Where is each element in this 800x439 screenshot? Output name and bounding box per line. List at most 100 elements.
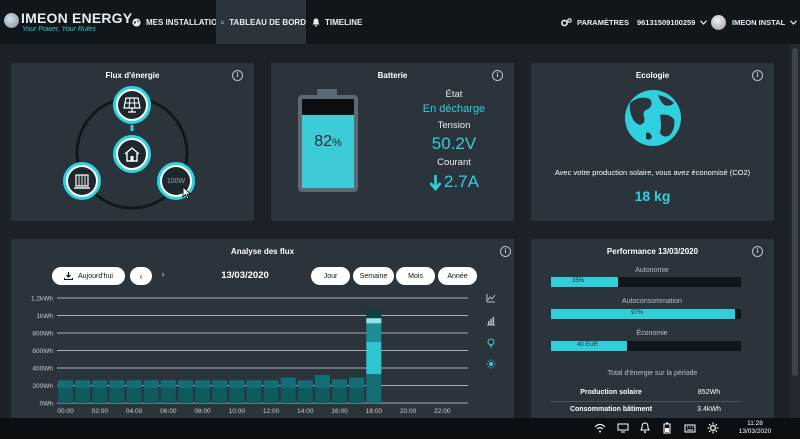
chart-bar: [366, 318, 382, 324]
chart-bar: [366, 374, 382, 403]
inverter-node[interactable]: [63, 162, 101, 200]
chart-bar: [332, 388, 348, 403]
chart-bar: [92, 388, 108, 403]
autonomy-label: Autonomie: [635, 267, 669, 274]
battery-cap: [317, 89, 337, 96]
energy-row-value: 852Wh: [697, 389, 721, 396]
x-tick-label: 10:00: [229, 408, 246, 415]
grid-node[interactable]: 100W: [157, 162, 195, 200]
info-icon[interactable]: i: [492, 70, 503, 81]
wifi-icon[interactable]: [594, 423, 606, 433]
chart-bar: [75, 380, 91, 389]
chart-bar: [297, 388, 313, 403]
ecology-panel: Ecologie i Avec votre production solaire…: [531, 63, 774, 221]
savings-value: 40 EUR: [577, 342, 599, 348]
chart-bar: [263, 388, 279, 403]
user-menu[interactable]: IMEON INSTAL: [711, 0, 798, 44]
inverter-icon: [74, 174, 90, 189]
self-consumption-label: Autoconsommation: [622, 298, 682, 305]
chevron-right-icon: ›: [161, 269, 165, 279]
settings-label: PARAMÈTRES: [577, 17, 629, 27]
divider: [551, 401, 741, 402]
chevron-down-icon: [790, 19, 798, 25]
system-clock[interactable]: 11:28 13/03/2020: [730, 420, 780, 436]
gears-icon: [561, 17, 572, 26]
x-tick-label: 12:00: [263, 408, 280, 415]
chart-bar: [246, 380, 262, 389]
nav-timeline[interactable]: TIMELINE: [306, 0, 368, 44]
display-icon[interactable]: [617, 423, 629, 433]
bar-chart-icon[interactable]: [486, 316, 496, 326]
panel-title: Analyse des flux: [230, 247, 295, 256]
chart-bar: [58, 388, 74, 403]
current-label: Courant: [437, 157, 471, 168]
energy-row-label: Production solaire: [580, 389, 642, 396]
autonomy-value: 35%: [572, 278, 585, 284]
period-annee-button[interactable]: Année: [438, 267, 477, 285]
next-date-button[interactable]: ›: [156, 269, 170, 279]
savings-label: Économie: [636, 330, 668, 337]
scrollbar-thumb[interactable]: [792, 48, 798, 376]
line-chart-icon[interactable]: [486, 293, 496, 303]
battery-percent: 82%: [298, 133, 358, 151]
nav-mes-installations[interactable]: MES INSTALLATIONS: [124, 0, 236, 44]
top-navigation-bar: IMEON ENERGY Your Power, Your Rules MES …: [0, 0, 800, 44]
chart-bar: [195, 380, 211, 389]
x-tick-label: 16:00: [331, 408, 348, 415]
settings-menu[interactable]: PARAMÈTRES 96131509100259: [561, 0, 708, 44]
settings-gear-icon[interactable]: [707, 422, 719, 434]
chart-bar: [314, 375, 330, 389]
y-tick-label: 1kWh: [36, 313, 53, 320]
solar-panel-node[interactable]: [113, 86, 151, 124]
nav-label: TIMELINE: [325, 17, 363, 27]
state-value: En décharge: [422, 103, 486, 115]
energy-flow-bar-chart: 0Wh 200Wh 400Wh 600Wh 800Wh 1kWh 1.2kWh 00:00 02…: [31, 296, 468, 415]
chart-bar: [160, 388, 176, 403]
x-tick-label: 06:00: [160, 408, 177, 415]
solar-panel-icon: [123, 97, 141, 113]
savings-bar-fill: [551, 341, 627, 351]
sun-icon[interactable]: [486, 359, 496, 369]
info-icon[interactable]: i: [752, 246, 763, 257]
info-icon[interactable]: i: [500, 246, 511, 257]
x-tick-label: 20:00: [400, 408, 417, 415]
chart-bar: [229, 388, 245, 403]
imeon-logo[interactable]: IMEON ENERGY Your Power, Your Rules: [4, 8, 132, 36]
ecology-description: Avec votre production solaire, vous avez…: [554, 168, 751, 177]
x-tick-label: 00:00: [57, 408, 74, 415]
notification-bell-icon[interactable]: [640, 422, 650, 434]
previous-date-button[interactable]: ‹: [130, 267, 152, 285]
page-scrollbar[interactable]: [790, 44, 800, 418]
chart-bar: [366, 309, 382, 319]
clock-time: 11:28: [747, 420, 763, 427]
x-tick-label: 04:00: [126, 408, 143, 415]
grid-power-value: 100W: [166, 177, 186, 185]
chart-bar: [263, 380, 279, 389]
x-tick-label: 02:00: [92, 408, 109, 415]
current-value-row: 2.7A: [399, 172, 509, 192]
house-node[interactable]: [113, 135, 151, 173]
battery-percent-number: 82: [314, 133, 332, 150]
avatar: [711, 14, 726, 30]
chart-bar: [280, 388, 296, 403]
period-label: Année: [447, 272, 468, 280]
keyboard-icon[interactable]: [684, 422, 696, 434]
nav-label: TABLEAU DE BORD: [229, 17, 306, 27]
info-icon[interactable]: i: [232, 70, 243, 81]
period-mois-button[interactable]: Mois: [396, 267, 435, 285]
table-row: Production solaire 852Wh: [551, 386, 741, 400]
period-semaine-button[interactable]: Semaine: [353, 267, 394, 285]
today-button[interactable]: Aujourd'hui: [52, 267, 125, 285]
energy-total-title: Total d'énergie sur la période: [607, 370, 698, 377]
battery-status-icon[interactable]: [663, 422, 671, 434]
chart-bar: [177, 388, 193, 403]
period-jour-button[interactable]: Jour: [311, 267, 350, 285]
y-tick-label: 1.2kWh: [31, 296, 53, 303]
lightbulb-icon[interactable]: [486, 338, 496, 348]
self-consumption-bar: 97%: [551, 309, 741, 319]
chart-bar: [212, 388, 228, 403]
info-icon[interactable]: i: [752, 70, 763, 81]
today-label: Aujourd'hui: [78, 272, 113, 280]
nav-tableau-de-bord[interactable]: TABLEAU DE BORD: [216, 0, 306, 44]
chart-bar: [126, 380, 142, 389]
